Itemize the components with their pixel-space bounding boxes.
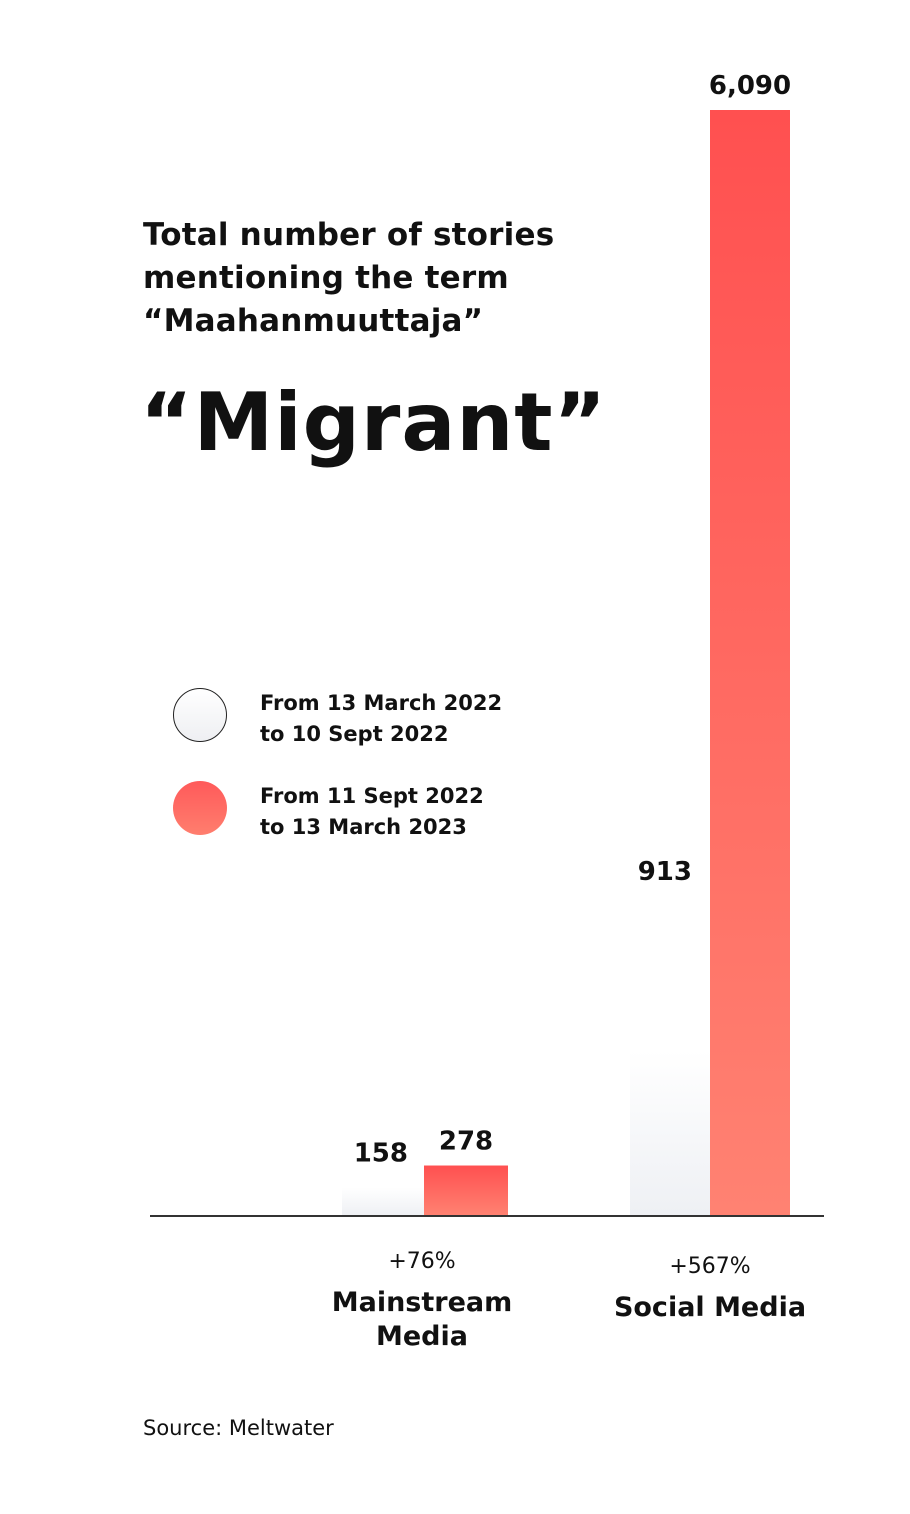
subtitle-line: “Maahanmuuttaja” (143, 303, 484, 339)
legend-label-line: to 13 March 2023 (260, 815, 467, 839)
legend-swatch-after (173, 781, 227, 835)
chart-title: “Migrant” (140, 376, 608, 469)
legend-label-line: From 11 Sept 2022 (260, 784, 484, 808)
legend-swatch-before (173, 688, 227, 742)
legend-label-line: From 13 March 2022 (260, 691, 503, 715)
bar-after (424, 1165, 508, 1216)
category-tick-label: Mainstream (332, 1287, 513, 1318)
data-label: 278 (439, 1127, 493, 1157)
legend-label-after: From 11 Sept 2022 to 13 March 2023 (260, 781, 484, 843)
data-label: 158 (354, 1138, 408, 1168)
source-note: Source: Meltwater (143, 1416, 334, 1440)
subtitle-line: Total number of stories (143, 217, 555, 253)
bar-before (630, 1050, 710, 1216)
chart-subtitle: Total number of stories mentioning the t… (143, 214, 603, 343)
bar-after (710, 110, 790, 1216)
data-label: 6,090 (709, 71, 791, 101)
data-label: 913 (638, 857, 692, 887)
bar-before (342, 1187, 426, 1216)
subtitle-line: mentioning the term (143, 260, 509, 296)
percent-change-label: +76% (388, 1249, 455, 1274)
legend-label-line: to 10 Sept 2022 (260, 722, 449, 746)
legend-label-before: From 13 March 2022 to 10 Sept 2022 (260, 688, 502, 750)
percent-change-label: +567% (669, 1254, 750, 1279)
category-tick-label: Media (376, 1321, 468, 1352)
category-tick-label: Social Media (614, 1292, 806, 1323)
